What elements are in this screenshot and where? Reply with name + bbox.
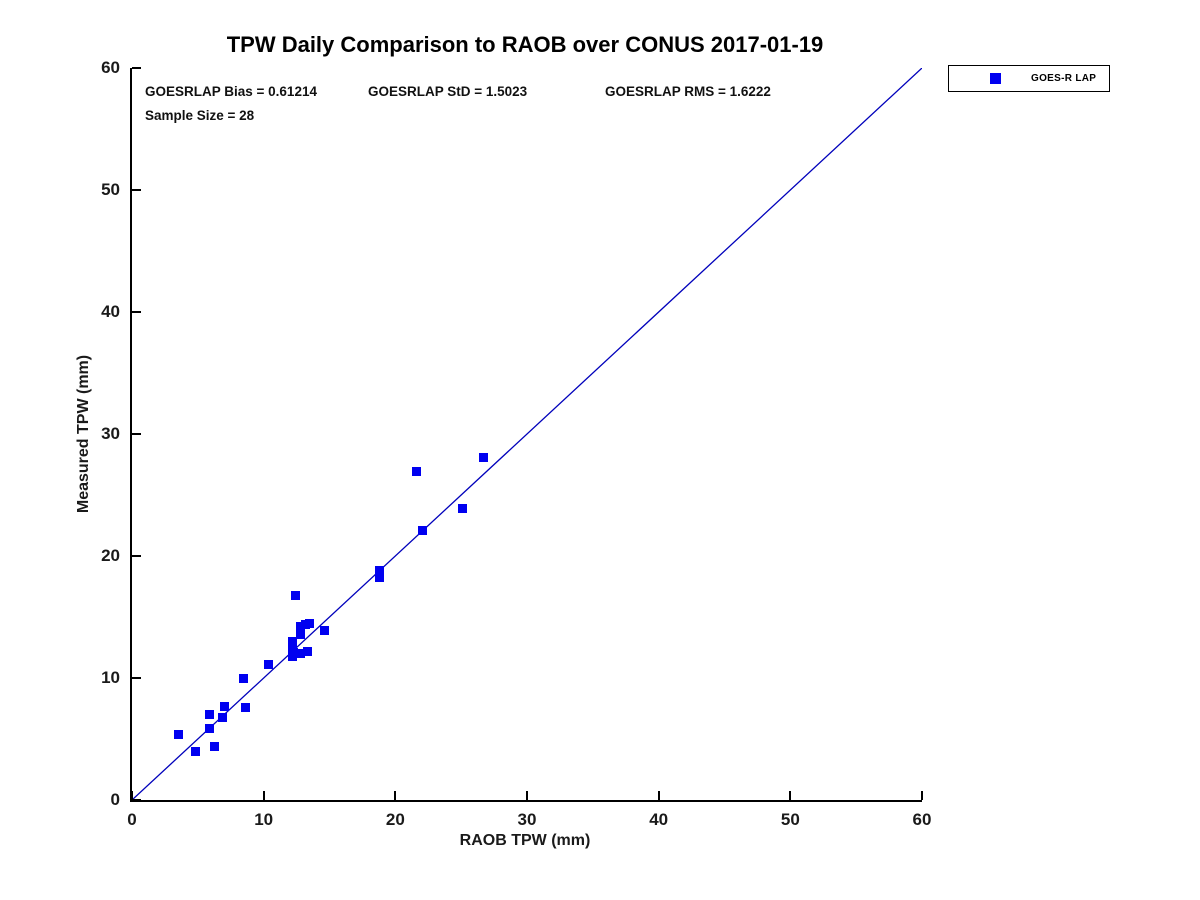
scatter-point (239, 673, 249, 683)
chart-title: TPW Daily Comparison to RAOB over CONUS … (226, 32, 824, 57)
scatter-point (218, 712, 228, 722)
scatter-point (457, 503, 467, 513)
y-tick-mark (132, 799, 141, 801)
scatter-point (240, 702, 250, 712)
x-tick-label: 50 (780, 810, 800, 829)
scatter-point (479, 452, 489, 462)
stat-sample-size: Sample Size = 28 (145, 108, 255, 123)
scatter-point (296, 622, 306, 632)
x-tick-label: 10 (254, 810, 274, 829)
legend: GOES-R LAP (948, 65, 1110, 92)
y-tick-mark (132, 189, 141, 191)
stat-std: GOESRLAP StD = 1.5023 (368, 84, 528, 99)
x-tick-label: 20 (385, 810, 405, 829)
y-tick-mark (132, 555, 141, 557)
scatter-point (296, 629, 306, 639)
scatter-point (288, 636, 298, 646)
scatter-point (305, 618, 315, 628)
x-tick-label: 40 (649, 810, 669, 829)
scatter-point (296, 649, 306, 659)
scatter-point (205, 710, 215, 720)
scatter-point (205, 723, 215, 733)
scatter-point (375, 566, 385, 576)
x-tick-mark (262, 791, 265, 800)
x-tick-mark (131, 791, 133, 800)
scatter-point (219, 701, 229, 711)
scatter-point (288, 645, 298, 655)
y-tick-label: 50 (101, 180, 120, 199)
x-axis-title: RAOB TPW (mm) (459, 832, 591, 849)
legend-label: GOES-R LAP (1031, 73, 1097, 84)
x-tick-mark (526, 791, 528, 800)
scatter-point (418, 525, 428, 535)
scatter-point (411, 467, 421, 477)
scatter-point (302, 646, 312, 656)
reference-line-layer (132, 68, 922, 800)
scatter-point (210, 741, 220, 751)
plot-area: 0 10 20 30 40 50 60 0 10 20 30 40 50 60 (101, 58, 931, 829)
stat-rms: GOESRLAP RMS = 1.6222 (605, 84, 771, 99)
identity-reference-line (132, 68, 922, 800)
x-tick-label: 60 (912, 810, 932, 829)
y-tick-label: 30 (101, 424, 120, 443)
y-tick-label: 0 (110, 790, 120, 809)
x-tick-mark (394, 791, 397, 800)
scatter-point (319, 625, 329, 635)
scatter-point (290, 590, 300, 600)
legend-square-marker-icon (990, 73, 1001, 84)
y-tick-label: 20 (101, 546, 120, 565)
y-tick-mark (132, 311, 141, 313)
x-tick-label: 30 (517, 810, 537, 829)
y-tick-mark (132, 67, 141, 69)
x-tick-mark (657, 791, 660, 800)
x-tick-label: 0 (127, 810, 137, 829)
y-tick-mark (132, 433, 141, 435)
y-axis-title: Measured TPW (mm) (75, 354, 92, 514)
y-tick-label: 40 (101, 302, 120, 321)
y-tick-label: 10 (101, 668, 120, 687)
stat-bias: GOESRLAP Bias = 0.61214 (145, 84, 317, 99)
scatter-point (375, 573, 385, 583)
x-tick-mark (789, 791, 792, 800)
y-tick-mark (132, 677, 141, 679)
x-tick-mark (921, 791, 923, 800)
y-tick-label: 60 (101, 58, 120, 77)
scatter-point (173, 729, 183, 739)
scatter-point (190, 746, 200, 756)
scatter-point (264, 660, 274, 670)
